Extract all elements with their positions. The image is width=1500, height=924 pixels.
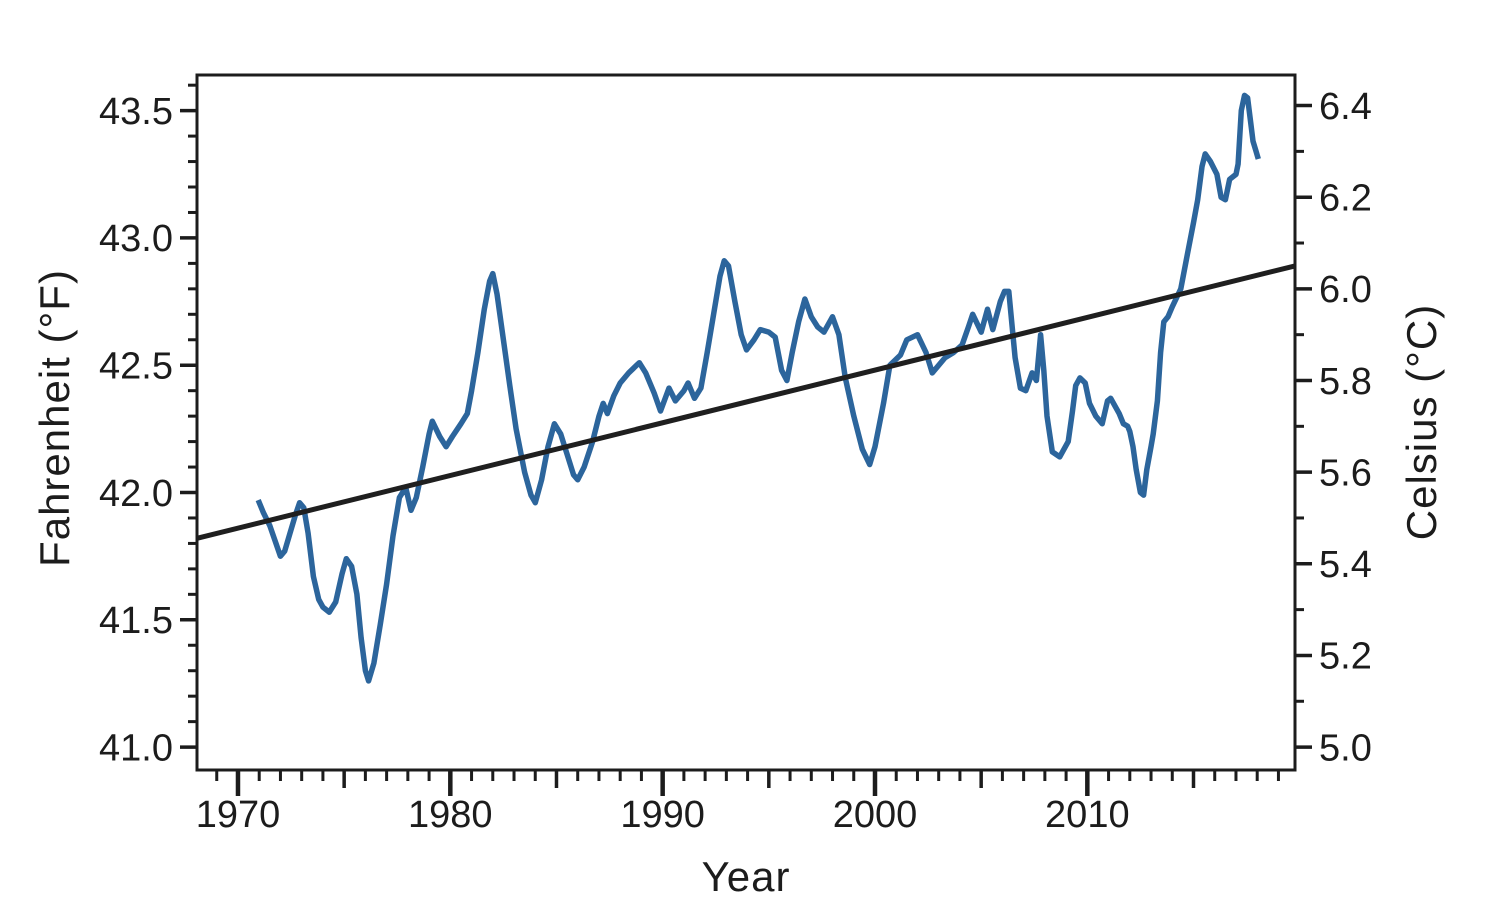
left-tick-label: 43.5	[99, 91, 173, 133]
left-tick-label: 42.0	[99, 473, 173, 515]
us-temperature-running-mean-line	[255, 92, 1261, 684]
right-tick-label: 6.4	[1319, 86, 1372, 128]
plot-frame	[195, 73, 1297, 772]
left-tick-label: 41.0	[99, 727, 173, 769]
right-tick-label: 5.4	[1319, 544, 1372, 586]
linear-trend-line	[196, 263, 1296, 541]
right-tick-label: 5.2	[1319, 636, 1372, 678]
right-tick-label: 5.8	[1319, 361, 1372, 403]
left-tick-label: 43.0	[99, 218, 173, 260]
y-axis-title-right: Celsius (°C)	[1398, 303, 1445, 541]
x-tick-label: 2000	[833, 794, 918, 836]
right-tick-label: 6.0	[1319, 269, 1372, 311]
x-tick-label: 1990	[620, 794, 705, 836]
right-tick-label: 6.2	[1319, 177, 1372, 219]
left-tick-label: 41.5	[99, 600, 173, 642]
x-tick-label: 2010	[1045, 794, 1130, 836]
x-tick-label: 1980	[408, 794, 493, 836]
y-axis-title-left: Fahrenheit (°F)	[31, 269, 78, 567]
right-tick-label: 5.6	[1319, 452, 1372, 494]
x-axis-title: Year	[701, 853, 791, 900]
x-tick-label: 1970	[196, 794, 281, 836]
right-tick-label: 5.0	[1319, 727, 1372, 769]
left-tick-label: 42.5	[99, 346, 173, 388]
